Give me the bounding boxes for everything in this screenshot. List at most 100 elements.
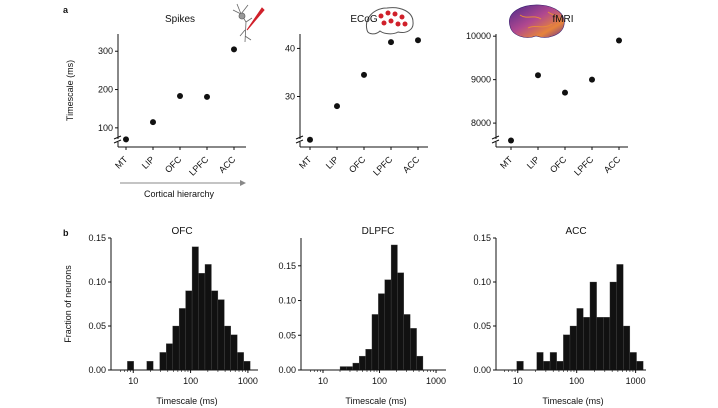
y-tick-label: 30 [285,92,295,102]
y-tick-label: 0.00 [473,365,491,375]
histogram-bar [217,299,225,371]
data-point [508,137,514,144]
histogram-bar [191,246,199,371]
y-tick-label: 40 [285,43,295,53]
histogram-bar [416,355,424,371]
y-tick-label: 0.10 [88,277,106,287]
histogram-bar [198,273,206,371]
x-tick-label: ACC [217,154,238,175]
x-tick-label: LIP [324,154,341,171]
histogram-bar [243,361,251,371]
data-point [307,136,313,143]
x-tick-label: 100 [372,376,387,386]
y-tick-label: 0.15 [473,233,491,243]
histogram-bar [352,362,360,371]
x-tick-label: 10 [513,376,523,386]
y-tick-label: 0.15 [88,233,106,243]
neuron-icon [232,3,265,43]
histogram-bar [365,349,373,371]
histogram-bar [410,328,417,371]
axis-break-mark [113,139,122,144]
panel-title: ECoG [350,14,377,25]
data-point [562,89,568,96]
histogram-bar [146,361,154,371]
x-tick-label: ACC [602,154,623,175]
data-point [123,136,129,143]
axis-break-mark [295,139,304,144]
data-point [361,71,367,78]
panel-title: Spikes [165,14,195,25]
y-tick-label: 0.10 [473,277,491,287]
histogram-bar [166,343,173,371]
histogram-bar [623,325,631,371]
data-point [177,93,183,100]
histogram-bar [172,325,180,371]
y-axis-label: Timescale (ms) [65,60,75,121]
x-tick-label: MT [113,154,130,171]
histogram-bar [185,290,193,371]
histogram-bar [159,352,167,371]
fmri-cortex-icon [509,4,565,38]
x-tick-label: OFC [548,154,569,175]
y-tick-label: 0.15 [278,261,296,271]
histogram-bar [629,352,637,371]
histogram-panel-acc: ACC 0.00 0.05 0.10 0.15 10 100 1000 Timescale (m… [473,226,646,406]
histogram-bar [596,317,604,371]
histogram-bar [536,352,544,371]
y-tick-label: 300 [98,46,113,56]
histogram-bar [378,293,385,371]
histogram-bar [549,352,557,371]
histogram-bar [230,334,238,371]
y-tick-label: 0.00 [88,365,106,375]
y-tick-label: 9000 [471,75,491,85]
histogram-bar [359,355,366,371]
scatter-panel-fmri: fMRI 8000 9000 10000 MT LIP OFC LPFC ACC [466,14,628,178]
histogram-bar [224,325,231,371]
x-tick-label: 1000 [426,376,446,386]
histogram-bar [603,317,611,371]
histogram-bar [616,264,624,371]
x-tick-label: LPFC [371,154,395,178]
x-axis-label: Timescale (ms) [345,396,406,406]
histogram-bar [636,361,644,371]
histogram-bar [543,361,551,371]
axis-break-mark [491,139,500,144]
histogram-bar [178,308,186,371]
histogram-bar [390,244,398,371]
histogram-bar [339,366,347,371]
scatter-panel-ecog: ECoG 30 40 MT LIP OFC LPFC ACC [285,14,428,178]
histogram-bar [589,281,597,371]
axis-break-mark [113,135,122,140]
scatter-panel-spikes: Spikes 100 200 300 MT LIP OFC LPFC ACC Timescale … [65,14,246,199]
x-tick-label: 1000 [626,376,646,386]
data-point [204,93,210,100]
y-tick-label: 10000 [466,31,491,41]
data-point [616,37,622,44]
histogram-bar [397,272,404,371]
panel-title: DLPFC [362,226,395,237]
x-tick-label: ACC [401,154,422,175]
y-tick-label: 0.05 [88,321,106,331]
histogram-bar [516,361,524,371]
x-tick-label: OFC [163,154,184,175]
y-tick-label: 0.05 [278,330,296,340]
histogram-bar [346,366,353,371]
x-tick-label: LIP [525,154,542,171]
histogram-panel-ofc: OFC 0.00 0.05 0.10 0.15 10 100 1000 Timescale (m… [63,226,258,406]
x-axis-label: Cortical hierarchy [144,189,215,199]
histogram-bar [563,334,571,371]
panel-title: OFC [171,226,192,237]
data-point [589,76,595,83]
arrow-head-icon [240,180,246,186]
y-tick-label: 8000 [471,118,491,128]
x-tick-label: 10 [318,376,328,386]
x-tick-label: 1000 [238,376,258,386]
histogram-bar [583,317,591,371]
data-point [415,37,421,44]
histogram-bar [204,264,212,371]
y-tick-label: 0.05 [473,321,491,331]
histogram-bar [576,308,584,371]
data-point [231,46,237,53]
histogram-bar [556,361,564,371]
histogram-bar [609,281,617,371]
